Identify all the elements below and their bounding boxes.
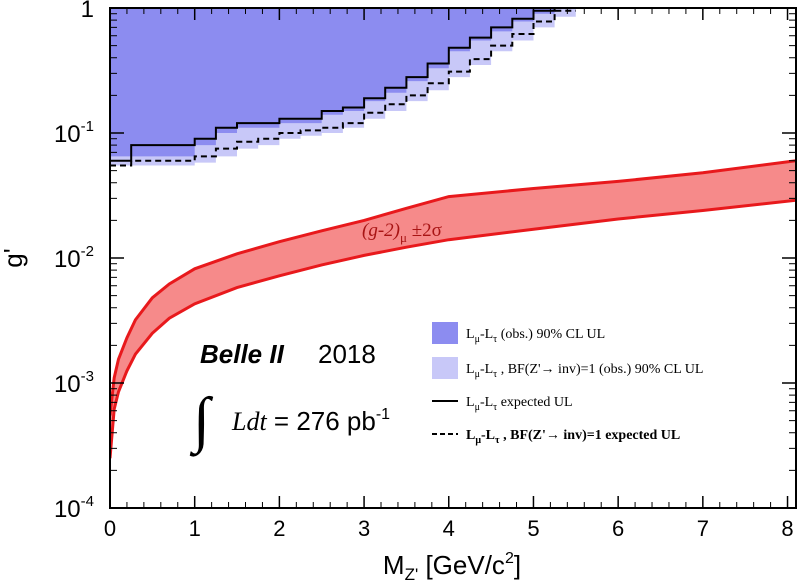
x-axis-label-sub: Z' bbox=[405, 565, 419, 584]
experiment-annotation: Belle II 2018 ∫ Ldt = 276 pb-1 bbox=[189, 339, 390, 457]
y-tick-label: 1 bbox=[81, 0, 94, 23]
legend-swatch-bf-observed bbox=[432, 357, 458, 379]
experiment-year: 2018 bbox=[318, 339, 376, 369]
x-tick-label: 2 bbox=[273, 516, 285, 541]
ul-expected-line bbox=[110, 8, 576, 162]
x-tick-label: 0 bbox=[104, 516, 116, 541]
legend-label: Lμ-Lτ expected UL bbox=[466, 395, 573, 413]
x-tick-label: 1 bbox=[189, 516, 201, 541]
y-tick-label: 10-3 bbox=[54, 368, 94, 398]
x-tick-label: 8 bbox=[781, 516, 793, 541]
ul-bf-expected-line bbox=[110, 9, 576, 167]
legend-label: Lμ-Lτ (obs.) 90% CL UL bbox=[466, 327, 605, 345]
legend-swatch-observed bbox=[432, 322, 458, 344]
luminosity-sup: -1 bbox=[376, 406, 390, 423]
axis-ticks: 0 1 2 3 4 5 6 7 8 10-4 10-3 10-2 10-1 1 bbox=[54, 0, 796, 541]
g2-band-upper-edge bbox=[110, 159, 796, 416]
g2-band-area bbox=[110, 160, 796, 459]
integral-sign: ∫ bbox=[189, 386, 214, 457]
y-tick-label: 10-2 bbox=[54, 243, 94, 273]
legend-label: Lμ-Lτ , BF(Z'→ inv)=1 (obs.) 90% CL UL bbox=[466, 362, 703, 380]
ul-observed-area bbox=[110, 8, 576, 157]
x-tick-label: 3 bbox=[358, 516, 370, 541]
g2-band-label-sub: μ bbox=[400, 230, 407, 245]
legend-label: Lμ-Lτ , BF(Z'→ inv)=1 expected UL bbox=[466, 428, 680, 446]
x-tick-label: 7 bbox=[697, 516, 709, 541]
y-tick-label: 10-4 bbox=[54, 493, 94, 523]
x-tick-label: 6 bbox=[612, 516, 624, 541]
legend: Lμ-Lτ (obs.) 90% CL UL Lμ-Lτ , BF(Z'→ inv… bbox=[432, 322, 703, 446]
x-axis-label: MZ' [GeV/c2] bbox=[383, 550, 521, 584]
x-tick-label: 5 bbox=[527, 516, 539, 541]
experiment-name: Belle II bbox=[200, 339, 285, 369]
y-axis-label: g' bbox=[0, 248, 28, 267]
y-tick-label: 10-1 bbox=[54, 118, 94, 148]
g2-band-lower-edge bbox=[110, 198, 796, 459]
x-tick-label: 4 bbox=[443, 516, 455, 541]
luminosity-text: Ldt = 276 pb-1 bbox=[231, 406, 390, 436]
g2-band-label: (g-2)μ ±2σ bbox=[362, 220, 442, 245]
chart-marks bbox=[110, 8, 796, 459]
